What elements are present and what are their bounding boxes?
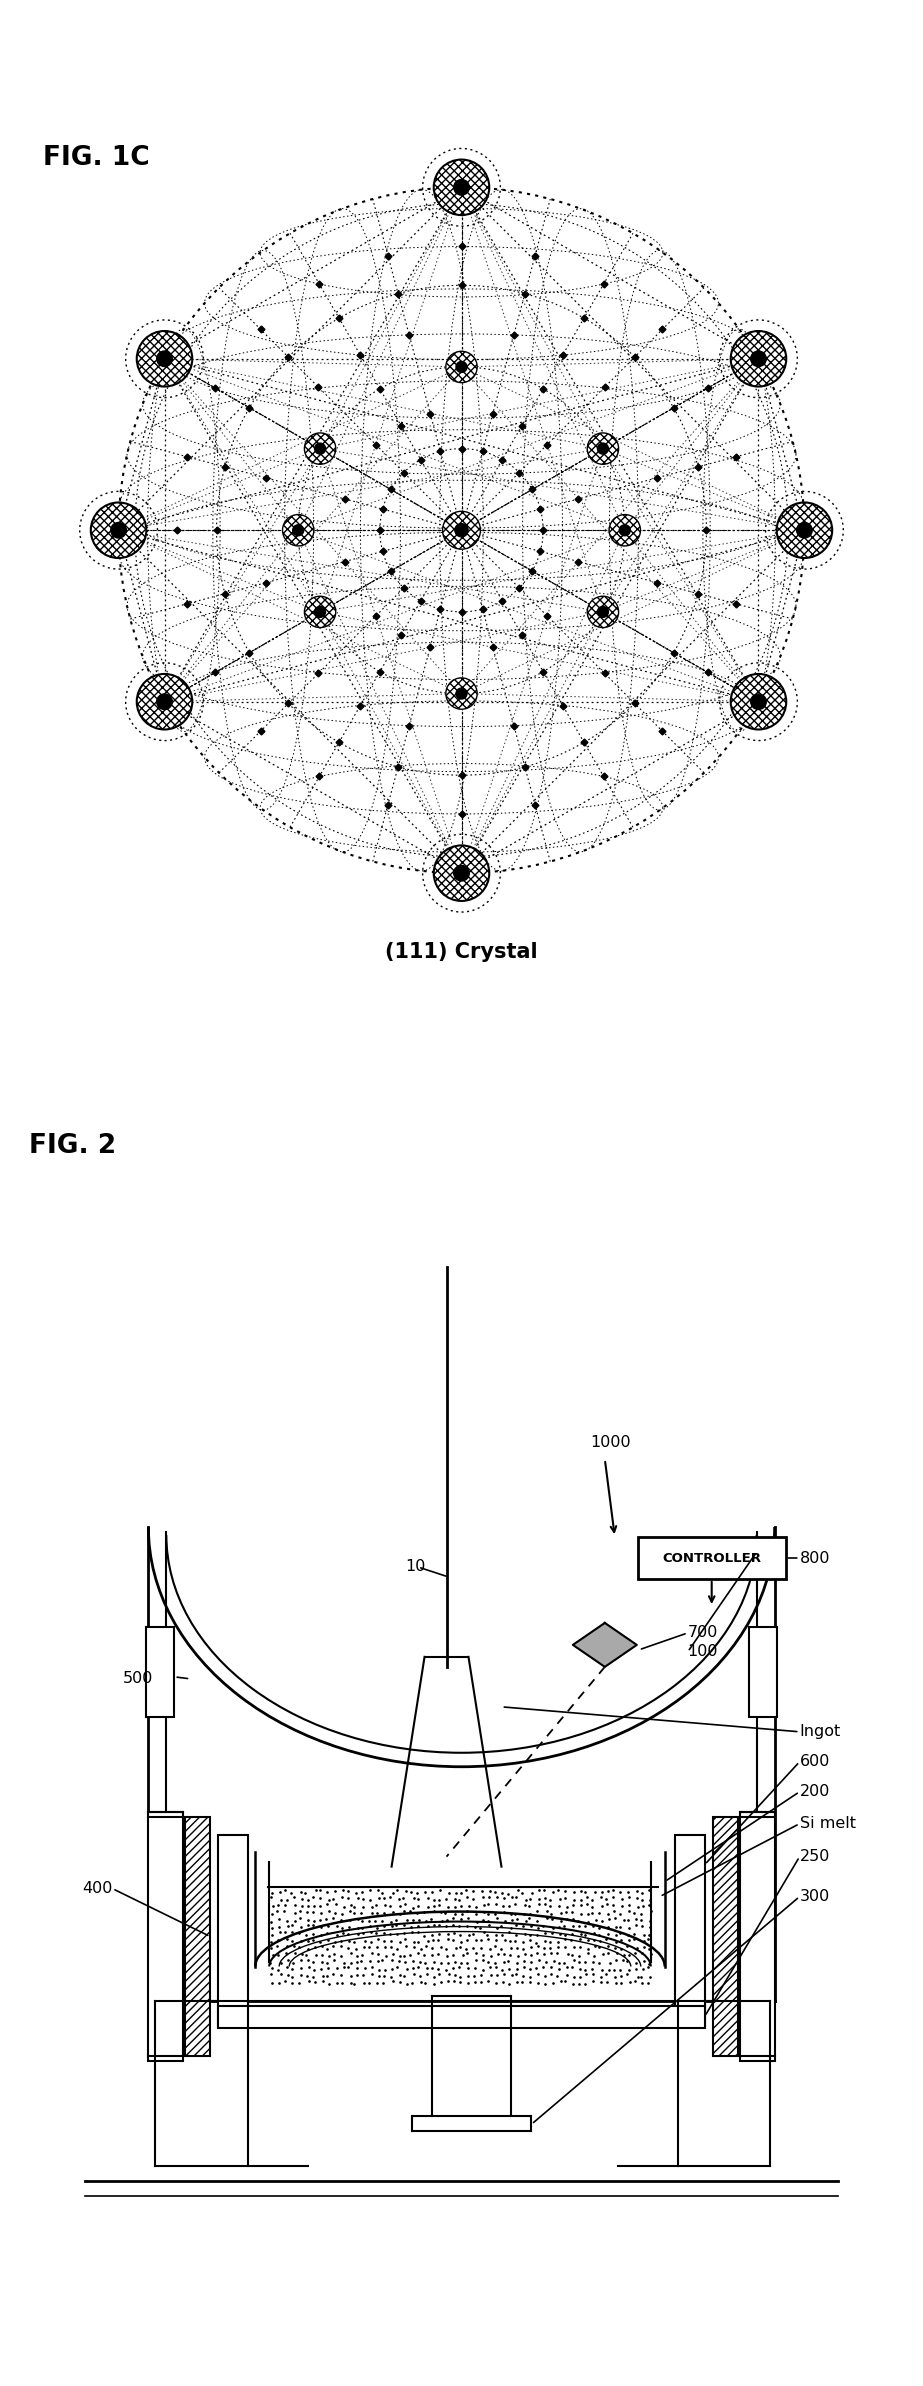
- Circle shape: [315, 606, 326, 618]
- Circle shape: [90, 503, 147, 558]
- Text: 800: 800: [799, 1551, 830, 1565]
- Circle shape: [454, 179, 469, 196]
- Circle shape: [456, 687, 467, 699]
- Bar: [219, 1835, 248, 2026]
- Text: CONTROLLER: CONTROLLER: [662, 1551, 761, 1565]
- Bar: [186, 1816, 210, 2057]
- Text: Ingot: Ingot: [799, 1725, 841, 1739]
- Text: (111) Crystal: (111) Crystal: [385, 942, 538, 962]
- Bar: [749, 1627, 776, 1718]
- Text: Si melt: Si melt: [799, 1816, 856, 1830]
- Circle shape: [731, 673, 786, 730]
- Circle shape: [587, 432, 618, 465]
- Polygon shape: [573, 1622, 637, 1668]
- Bar: [713, 1816, 737, 2057]
- Circle shape: [111, 523, 126, 537]
- Circle shape: [137, 332, 192, 387]
- Circle shape: [609, 515, 641, 546]
- Circle shape: [797, 523, 812, 537]
- Bar: [638, 1537, 785, 1580]
- Circle shape: [454, 866, 469, 880]
- Circle shape: [305, 596, 336, 628]
- Circle shape: [776, 503, 833, 558]
- Text: 1000: 1000: [590, 1434, 630, 1451]
- Text: 300: 300: [799, 1890, 830, 1904]
- Text: FIG. 2: FIG. 2: [29, 1133, 115, 1160]
- Bar: [147, 1627, 174, 1718]
- Circle shape: [597, 606, 608, 618]
- Bar: [219, 2007, 704, 2028]
- Circle shape: [282, 515, 314, 546]
- Circle shape: [446, 678, 477, 709]
- Bar: [147, 1627, 174, 1718]
- Text: 600: 600: [799, 1754, 830, 1770]
- Bar: [749, 1627, 776, 1718]
- Circle shape: [293, 525, 304, 537]
- Circle shape: [455, 523, 468, 537]
- Text: 200: 200: [799, 1785, 830, 1799]
- Bar: [675, 1835, 704, 2026]
- Circle shape: [750, 694, 766, 709]
- Circle shape: [446, 351, 477, 382]
- Bar: [186, 1816, 210, 2057]
- Circle shape: [305, 432, 336, 465]
- Circle shape: [315, 444, 326, 453]
- Circle shape: [157, 351, 173, 367]
- Text: 250: 250: [799, 1849, 830, 1863]
- Circle shape: [434, 845, 489, 902]
- Circle shape: [750, 351, 766, 367]
- Text: 700: 700: [688, 1625, 718, 1642]
- Circle shape: [587, 596, 618, 628]
- Circle shape: [619, 525, 630, 537]
- Circle shape: [442, 511, 481, 549]
- Circle shape: [731, 332, 786, 387]
- Circle shape: [157, 694, 173, 709]
- Bar: [149, 1811, 184, 2062]
- Circle shape: [597, 444, 608, 453]
- Text: 500: 500: [123, 1670, 153, 1687]
- Circle shape: [137, 673, 192, 730]
- Text: 400: 400: [82, 1880, 113, 1897]
- Text: 10: 10: [405, 1560, 426, 1575]
- Bar: [713, 1816, 737, 2057]
- Circle shape: [456, 360, 467, 372]
- Circle shape: [434, 160, 489, 215]
- Text: FIG. 1C: FIG. 1C: [43, 146, 150, 172]
- Bar: [739, 1811, 774, 2062]
- Text: 100: 100: [688, 1644, 718, 1658]
